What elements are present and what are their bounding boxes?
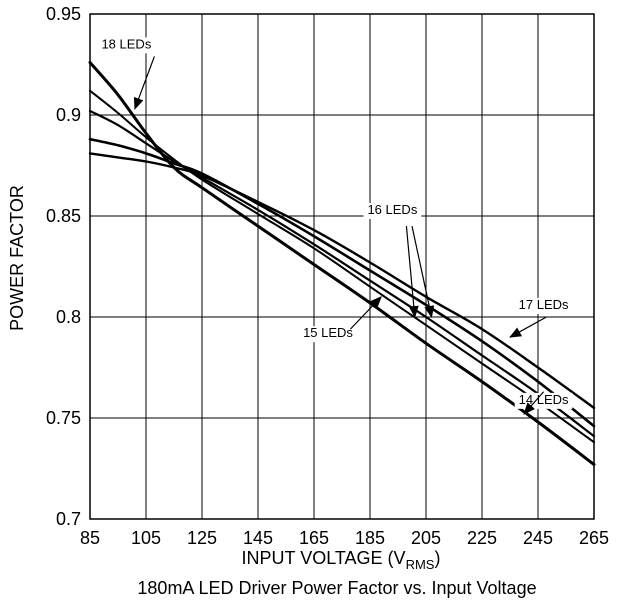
annotation-label-17-leds: 17 LEDs xyxy=(519,297,569,312)
x-tick-label: 245 xyxy=(523,528,553,548)
x-tick-label: 185 xyxy=(355,528,385,548)
x-tick-label: 205 xyxy=(411,528,441,548)
x-tick-label: 165 xyxy=(299,528,329,548)
annotation-bg-18-leds xyxy=(97,37,156,54)
y-tick-label: 0.8 xyxy=(56,307,81,327)
annotation-arrow-16-leds xyxy=(411,225,435,318)
y-tick-label: 0.9 xyxy=(56,105,81,125)
annotation-arrow-15-leds xyxy=(349,296,382,330)
y-tick-label: 0.75 xyxy=(46,408,81,428)
x-axis-label-close: ) xyxy=(434,548,440,568)
annotation-bg-16-leds xyxy=(363,202,422,219)
x-tick-label: 145 xyxy=(243,528,273,548)
series-line-18-leds xyxy=(88,61,596,466)
chart-title: 180mA LED Driver Power Factor vs. Input … xyxy=(137,578,536,598)
y-tick-label: 0.7 xyxy=(56,509,81,529)
annotation-arrow-14-leds xyxy=(523,391,545,415)
series-lines xyxy=(88,61,596,466)
plot-frame xyxy=(89,13,595,520)
annotation-bg-15-leds xyxy=(299,326,357,343)
annotation-arrow-16-leds xyxy=(405,226,419,318)
x-axis-label: INPUT VOLTAGE (VRMS) xyxy=(242,548,441,572)
x-tick-label: 225 xyxy=(467,528,497,548)
annotation-label-16-leds: 16 LEDs xyxy=(367,202,417,217)
x-axis-label-subscript: RMS xyxy=(406,557,435,572)
x-tick-label: 85 xyxy=(80,528,100,548)
y-axis-label: POWER FACTOR xyxy=(7,185,27,331)
series-line-16-leds xyxy=(88,137,596,428)
annotation-label-15-leds: 15 LEDs xyxy=(303,325,353,340)
series-line-15-leds xyxy=(88,109,596,438)
series-line-14-leds xyxy=(89,89,595,444)
y-tick-label: 0.95 xyxy=(46,4,81,24)
y-tick-labels: 0.7 0.75 0.8 0.85 0.9 0.95 xyxy=(46,4,81,529)
series-line-17-leds xyxy=(88,152,596,410)
x-tick-label: 265 xyxy=(579,528,609,548)
annotation-label-14-leds: 14 LEDs xyxy=(519,392,569,407)
annotation-bg-17-leds xyxy=(514,297,573,314)
x-axis-label-main: INPUT VOLTAGE (V xyxy=(242,548,406,568)
x-tick-label: 125 xyxy=(187,528,217,548)
y-tick-label: 0.85 xyxy=(46,206,81,226)
annotations: 18 LEDs 16 LEDs 17 LEDs 15 LEDs 14 LEDs xyxy=(97,36,573,415)
x-tick-label: 105 xyxy=(131,528,161,548)
annotation-label-18-leds: 18 LEDs xyxy=(101,36,151,51)
x-tick-labels: 85 105 125 145 165 185 205 225 245 265 xyxy=(80,528,609,548)
annotation-arrow-17-leds xyxy=(509,316,547,338)
annotation-arrow-18-leds xyxy=(133,56,155,110)
